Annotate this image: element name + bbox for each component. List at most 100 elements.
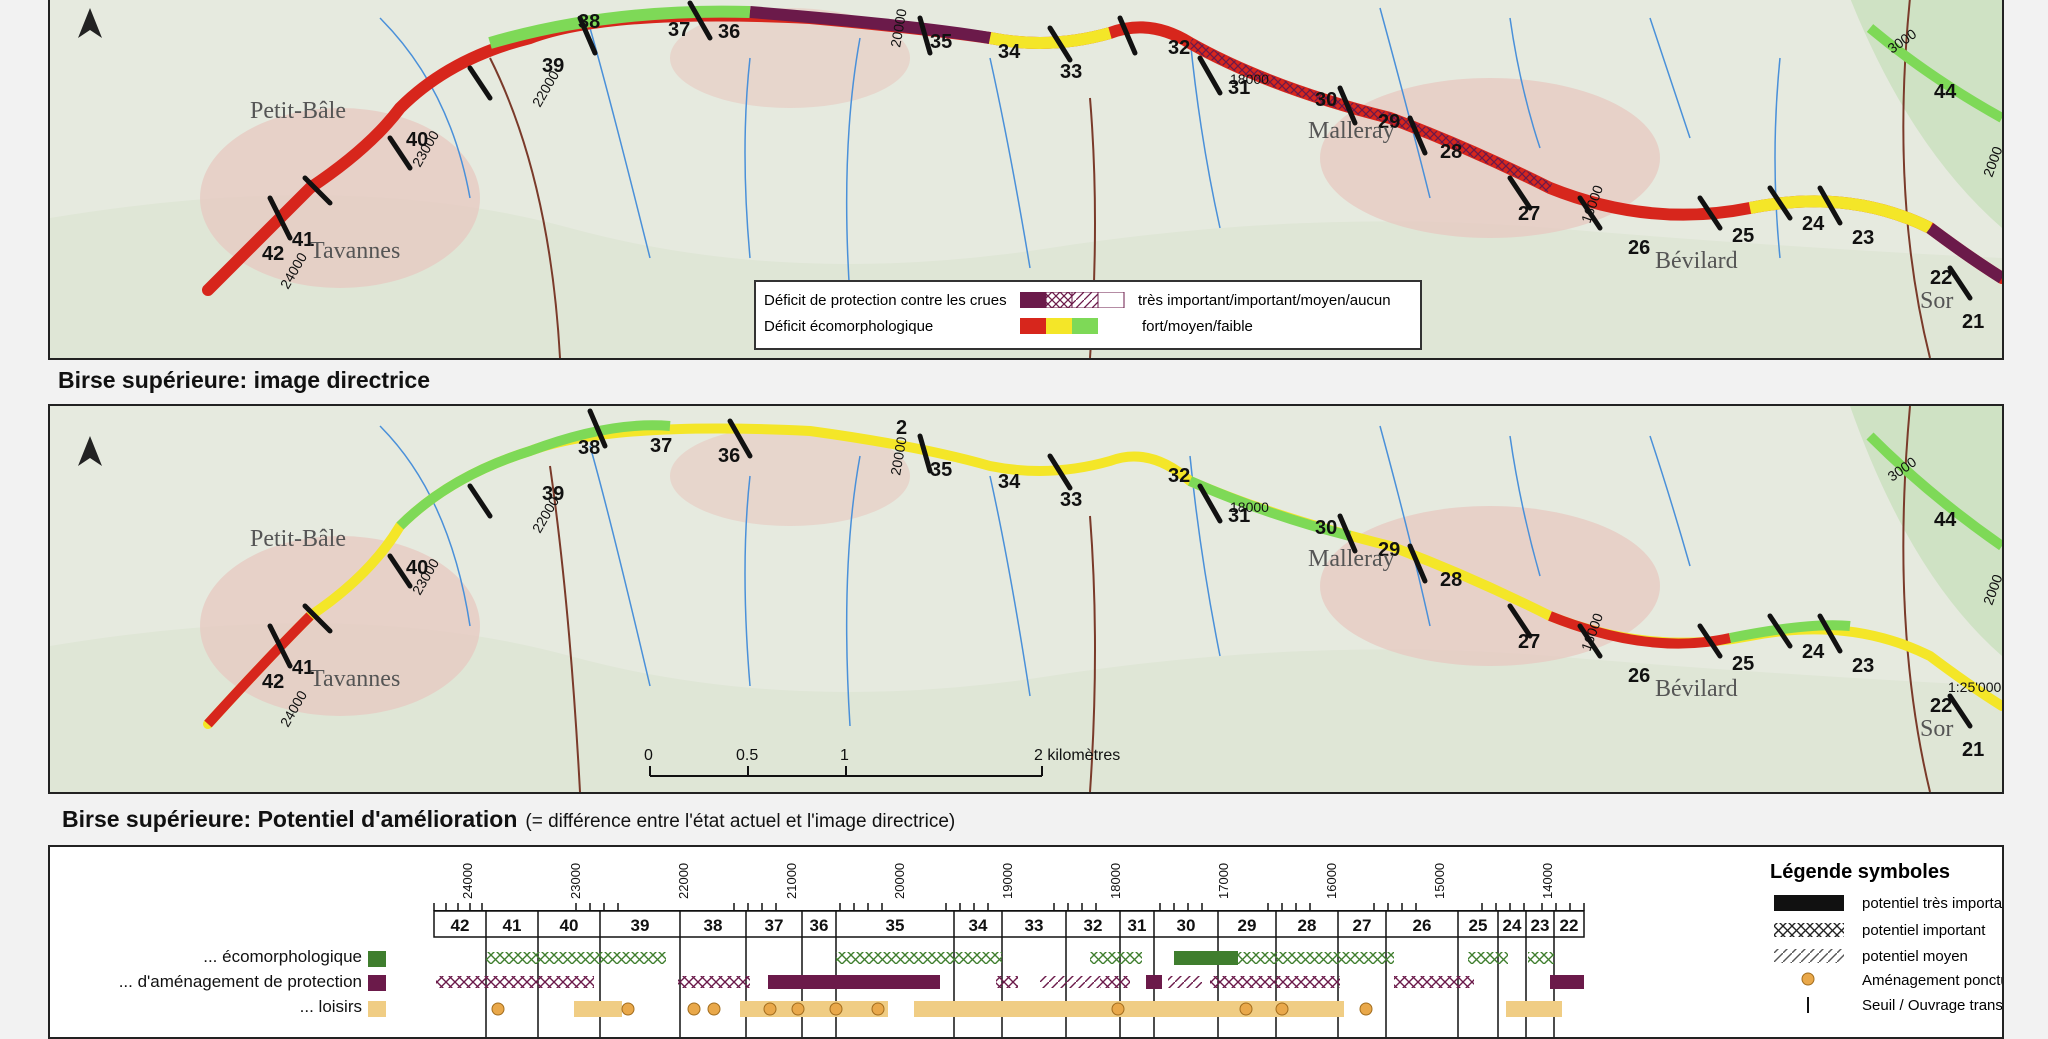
- symbol-very-important: potentiel très important: [1862, 895, 2004, 912]
- legend-flood-label: Déficit de protection contre les crues: [764, 292, 1007, 309]
- map-mid-section-26: 26: [1628, 665, 1650, 687]
- scale-bar: [649, 766, 1043, 777]
- point-measures: [491, 1002, 1373, 1016]
- map-mid-section-39: 39: [542, 483, 564, 505]
- map-top-place-malleray: Malleray: [1308, 118, 1395, 144]
- km-tick-23000: 23000: [568, 863, 583, 899]
- section-cell-27: 27: [1353, 916, 1372, 935]
- map-mid-section-32: 32: [1168, 465, 1190, 487]
- title-potential-main: Birse supérieure: Potentiel d'améliorati…: [62, 806, 518, 832]
- map-mid-section-23: 23: [1852, 655, 1874, 677]
- map-mid-scale-ratio: 1:25'000: [1948, 679, 2001, 695]
- map-mid-place-petit-bale: Petit-Bâle: [250, 526, 346, 552]
- title-potential: Birse supérieure: Potentiel d'améliorati…: [62, 806, 955, 833]
- map-current-state[interactable]: 38 37 36 35 34 33 32 31 30 29 28 27 26 2…: [48, 0, 2004, 360]
- map-mid-section-25: 25: [1732, 653, 1754, 675]
- section-cell-38: 38: [704, 916, 723, 935]
- map-top-section-34: 34: [998, 41, 1021, 63]
- map-mid-place-malleray: Malleray: [1308, 546, 1395, 572]
- title-image-directrice: Birse supérieure: image directrice: [58, 367, 430, 393]
- protection-bars: [436, 975, 1584, 989]
- map-top-place-sor: Sor: [1920, 288, 1953, 314]
- map-top-section-35: 35: [930, 31, 952, 53]
- map-mid-section-34: 34: [998, 471, 1021, 493]
- leisure-bars: [574, 1001, 1562, 1017]
- legend-eco-label: Déficit écomorphologique: [764, 318, 934, 335]
- scale-tick-0-5: 0.5: [736, 747, 758, 764]
- symbol-important: potentiel important: [1862, 922, 1986, 939]
- section-cell-39: 39: [631, 916, 650, 935]
- section-cell-40: 40: [560, 916, 579, 935]
- section-cell-25: 25: [1469, 916, 1488, 935]
- eco-row-swatch: [368, 951, 386, 967]
- map-mid-km-20000: 20000: [887, 435, 910, 476]
- eco-bars: [486, 951, 1554, 965]
- map-mid-section-42: 42: [262, 671, 284, 693]
- section-cell-34: 34: [969, 916, 988, 935]
- map-top-section-30: 30: [1315, 89, 1337, 111]
- map-top-section-44: 44: [1934, 81, 1957, 103]
- map-current-state-svg: 38 37 36 35 34 33 32 31 30 29 28 27 26 2…: [50, 0, 2002, 358]
- map-top-section-31: 31: [1228, 77, 1250, 99]
- section-cell-28: 28: [1298, 916, 1317, 935]
- map-target-state[interactable]: 38 37 36 35 34 33 32 31 30 29 28 27 26 2…: [48, 404, 2004, 794]
- km-tick-21000: 21000: [784, 863, 799, 899]
- km-tick-19000: 19000: [1000, 863, 1015, 899]
- improvement-diagram: ... écomorphologique ... d'aménagement d…: [48, 845, 2004, 1039]
- map-top-section-25: 25: [1732, 225, 1754, 247]
- map-mid-km-18000: 18000: [1230, 499, 1269, 515]
- symbol-medium: potentiel moyen: [1862, 948, 1968, 965]
- map-top-section-22: 22: [1930, 267, 1952, 289]
- km-tick-15000: 15000: [1432, 863, 1447, 899]
- map-mid-section-28: 28: [1440, 569, 1462, 591]
- scale-tick-2: 2 kilomètres: [1034, 747, 1120, 764]
- row-label-leisure: ... loisirs: [299, 997, 362, 1016]
- map-mid-section-30: 30: [1315, 517, 1337, 539]
- improvement-diagram-svg: 24000 23000 22000 21000 20000 19000 1800…: [368, 863, 1585, 1037]
- section-cell-23: 23: [1531, 916, 1550, 935]
- km-tick-14000: 14000: [1540, 863, 1555, 899]
- leisure-row-swatch: [368, 1001, 386, 1017]
- map-mid-section-31: 31: [1228, 505, 1250, 527]
- map-mid-section-22: 22: [1930, 695, 1952, 717]
- map-mid-section-36: 36: [718, 445, 740, 467]
- symbol-legend-swatches: [1774, 895, 1844, 1013]
- map-mid-place-sor: Sor: [1920, 716, 1953, 742]
- legend-eco-swatches: [1020, 318, 1098, 334]
- protection-row-swatch: [368, 975, 386, 991]
- km-tick-24000: 24000: [460, 863, 475, 899]
- km-tick-18000: 18000: [1108, 863, 1123, 899]
- map-mid-section-35: 35: [930, 459, 952, 481]
- north-arrow-icon: [78, 436, 102, 466]
- map-top-section-23: 23: [1852, 227, 1874, 249]
- map-legend: Déficit de protection contre les crues t…: [754, 280, 1422, 350]
- scale-tick-1: 1: [840, 747, 849, 764]
- section-cell-42: 42: [451, 916, 470, 935]
- section-cell-26: 26: [1413, 916, 1432, 935]
- map-top-section-33: 33: [1060, 61, 1082, 83]
- symbol-weir: Seuil / Ouvrage transversal: [1862, 997, 2003, 1014]
- section-cell-29: 29: [1238, 916, 1257, 935]
- section-cell-37: 37: [765, 916, 784, 935]
- map-mid-section-41: 41: [292, 657, 314, 679]
- map-top-section-37: 37: [668, 19, 690, 41]
- map-mid-section-21: 21: [1962, 739, 1984, 761]
- map-mid-section-27: 27: [1518, 631, 1540, 653]
- map-top-km-20000: 20000: [887, 7, 910, 48]
- legend-flood-swatches: [1020, 292, 1125, 308]
- symbol-legend-title: Légende symboles: [1770, 861, 1951, 883]
- section-cell-32: 32: [1084, 916, 1103, 935]
- map-top-section-40: 40: [406, 129, 428, 151]
- map-mid-section-38: 38: [578, 437, 600, 459]
- section-cell-35: 35: [886, 916, 905, 935]
- section-cell-33: 33: [1025, 916, 1044, 935]
- km-tick-16000: 16000: [1324, 863, 1339, 899]
- row-label-eco: ... écomorphologique: [203, 947, 362, 966]
- map-top-section-27: 27: [1518, 203, 1540, 225]
- title-potential-sub: (= différence entre l'état actuel et l'i…: [525, 811, 956, 832]
- km-tick-20000: 20000: [892, 863, 907, 899]
- section-cell-36: 36: [810, 916, 829, 935]
- map-mid-section-24: 24: [1802, 641, 1825, 663]
- section-cell-24: 24: [1503, 916, 1522, 935]
- section-cell-31: 31: [1128, 916, 1147, 935]
